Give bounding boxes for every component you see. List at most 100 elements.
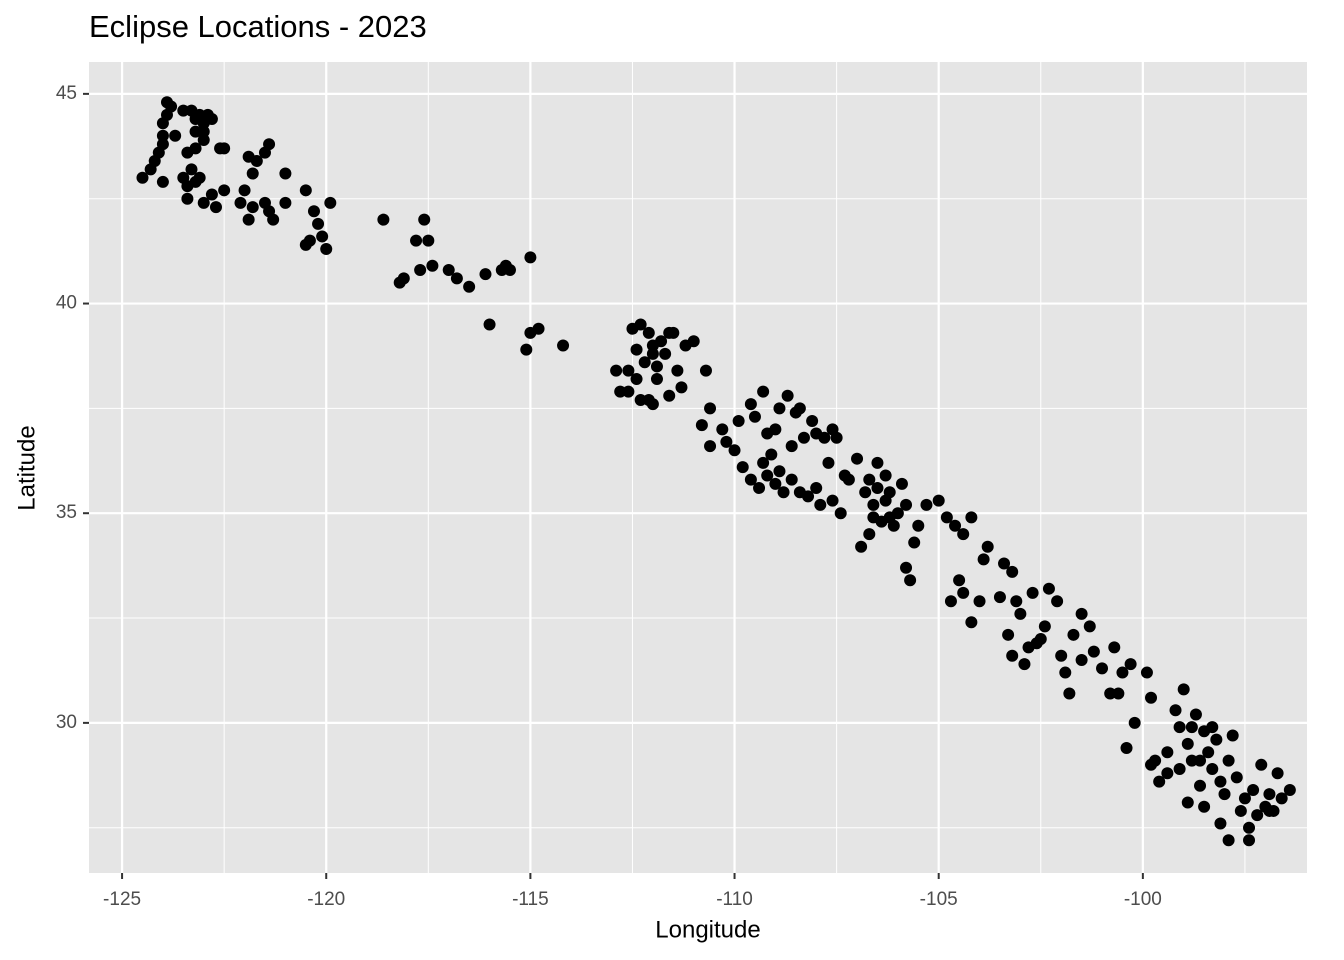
point — [977, 553, 990, 566]
point — [209, 201, 222, 214]
point — [834, 507, 847, 520]
point — [1275, 792, 1288, 805]
y-tick-label: 35 — [56, 502, 77, 523]
point — [1181, 796, 1194, 809]
point — [214, 142, 227, 155]
point — [912, 519, 925, 532]
point — [630, 373, 643, 386]
point — [234, 196, 247, 209]
point — [1014, 607, 1027, 620]
point — [838, 469, 851, 482]
point — [663, 389, 676, 402]
point — [1010, 595, 1023, 608]
point — [757, 385, 770, 398]
point — [1177, 683, 1190, 696]
point — [769, 423, 782, 436]
point — [1185, 721, 1198, 734]
point — [422, 234, 435, 247]
point — [238, 184, 251, 197]
point — [785, 473, 798, 486]
point — [410, 234, 423, 247]
point — [965, 616, 978, 629]
point — [520, 343, 533, 356]
point — [622, 364, 635, 377]
point — [1206, 763, 1219, 776]
point — [1255, 758, 1268, 771]
point — [650, 373, 663, 386]
point — [638, 356, 651, 369]
point — [1153, 775, 1166, 788]
y-tick-label: 45 — [56, 83, 77, 104]
point — [1247, 783, 1260, 796]
point — [1173, 763, 1186, 776]
point — [1063, 687, 1076, 700]
point — [793, 402, 806, 415]
point — [904, 574, 917, 587]
point — [1006, 565, 1019, 578]
point — [1169, 704, 1182, 717]
panel — [89, 62, 1307, 873]
point — [1243, 821, 1256, 834]
point — [197, 125, 210, 138]
point — [1271, 767, 1284, 780]
point — [1038, 620, 1051, 633]
y-tick-label: 40 — [56, 293, 77, 314]
point — [953, 574, 966, 587]
point — [1140, 666, 1153, 679]
point — [1124, 658, 1137, 671]
point — [814, 498, 827, 511]
point — [736, 461, 749, 474]
point — [1226, 729, 1239, 742]
point — [1006, 649, 1019, 662]
point — [156, 175, 169, 188]
point — [993, 591, 1006, 604]
point — [830, 431, 843, 444]
point — [320, 243, 333, 256]
point — [675, 381, 688, 394]
point — [973, 595, 986, 608]
point — [1096, 662, 1109, 675]
point — [704, 402, 717, 415]
point — [634, 318, 647, 331]
point — [1214, 775, 1227, 788]
point — [965, 511, 978, 524]
point — [728, 444, 741, 457]
point — [1222, 834, 1235, 847]
point — [1026, 586, 1039, 599]
point — [185, 163, 198, 176]
point — [1087, 645, 1100, 658]
point — [650, 360, 663, 373]
point — [716, 423, 729, 436]
point — [818, 431, 831, 444]
point — [418, 213, 431, 226]
point — [957, 586, 970, 599]
point — [1234, 804, 1247, 817]
point — [744, 398, 757, 411]
point — [610, 364, 623, 377]
point — [1075, 607, 1088, 620]
point — [704, 440, 717, 453]
point — [1173, 721, 1186, 734]
point — [324, 196, 337, 209]
point — [920, 498, 933, 511]
point — [859, 486, 872, 499]
point — [299, 184, 312, 197]
point — [218, 184, 231, 197]
point — [169, 129, 182, 142]
point — [177, 171, 190, 184]
point — [646, 347, 659, 360]
point — [851, 452, 864, 465]
point — [944, 595, 957, 608]
point — [307, 205, 320, 218]
point — [246, 167, 259, 180]
point — [871, 456, 884, 469]
point — [165, 100, 178, 113]
point — [1075, 653, 1088, 666]
point — [426, 259, 439, 272]
point — [1263, 804, 1276, 817]
point — [312, 217, 325, 230]
point — [753, 482, 766, 495]
point — [810, 482, 823, 495]
point — [1283, 783, 1296, 796]
